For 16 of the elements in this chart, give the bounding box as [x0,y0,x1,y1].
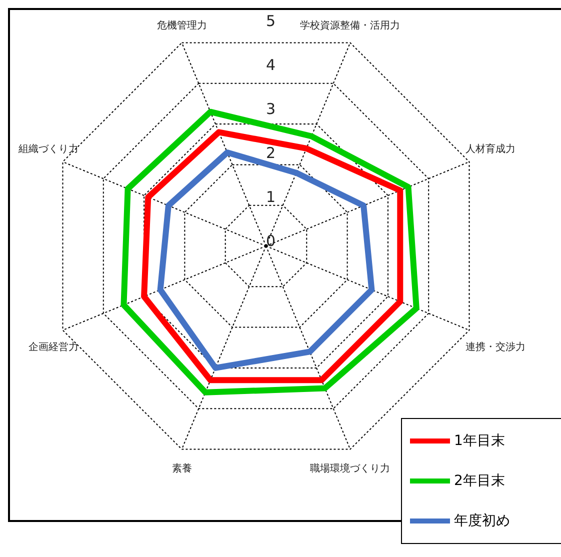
legend-label: 年度初め [454,513,510,530]
y-tick-label: 4 [266,56,276,74]
spoke-label: 組織づくり力 [18,142,79,155]
spoke-label: 学校資源整備・活用力 [300,20,400,32]
spoke-label: 人材育成力 [465,142,516,155]
spoke-label: 素養 [172,462,192,474]
spoke-label: 職場環境づくり力 [310,462,390,474]
y-tick-label: 3 [266,100,276,118]
y-tick-label: 1 [266,188,276,206]
legend-label: 2年目末 [454,473,505,490]
y-tick-label: 2 [266,144,276,162]
spoke-label: 連携・交渉力 [465,341,526,354]
spoke-label: 企画経営力 [28,341,79,354]
y-tick-label: 5 [266,12,276,30]
spoke-label: 危機管理力 [156,20,207,32]
legend-label: 1年目末 [454,433,505,450]
